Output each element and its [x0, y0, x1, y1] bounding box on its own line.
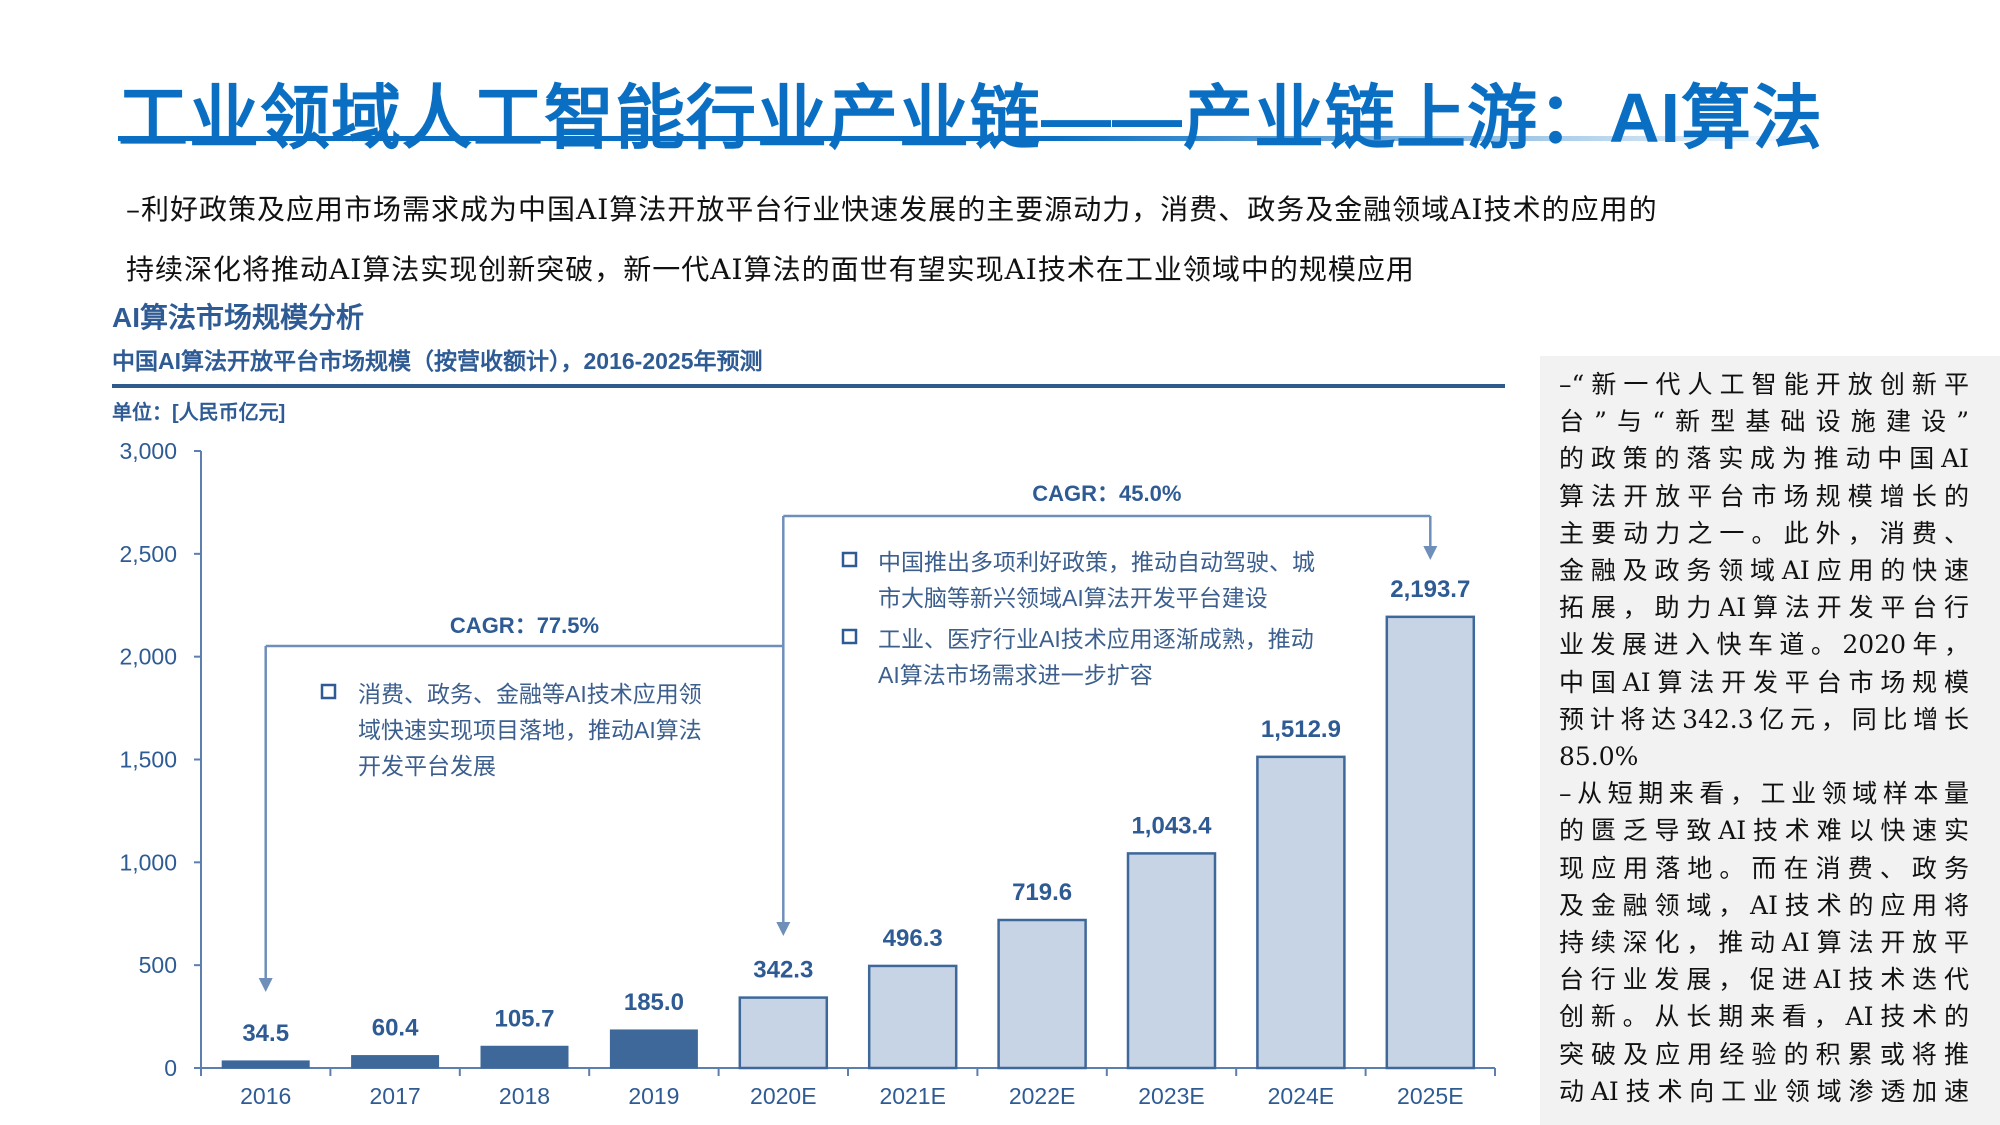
bar-2019 [609, 1029, 698, 1069]
chart-divider [112, 384, 1505, 388]
side-text-line: 动AI技术向工业领域渗透加速 [1559, 1076, 1969, 1106]
cagr-1-arrow-arrowhead-icon [258, 978, 273, 992]
y-tick-label: 500 [139, 952, 177, 978]
side-text-line: –从短期来看，工业领域样本量 [1559, 779, 1969, 809]
data-label: 34.5 [242, 1020, 289, 1047]
data-label: 105.7 [494, 1005, 554, 1032]
annotation-note-line: 中国推出多项利好政策，推动自动驾驶、城 [878, 549, 1315, 575]
cagr-label: CAGR：77.5% [450, 613, 599, 638]
cagr-2-arrow-right-arrowhead-icon [1423, 546, 1438, 560]
y-tick-label: 2,000 [119, 644, 177, 670]
data-label: 719.6 [1012, 879, 1072, 906]
intro-line-2: 持续深化将推动AI算法实现创新突破，新一代AI算法的面世有望实现AI技术在工业领… [126, 253, 1415, 286]
bar-2023E [1126, 852, 1217, 1070]
x-tick-label: 2020E [750, 1083, 817, 1109]
side-text-line: –“新一代人工智能开放创新平 [1559, 370, 1969, 399]
section-title: AI算法市场规模分析 [112, 302, 365, 333]
bullet-checkbox-icon [841, 551, 858, 568]
data-label: 496.3 [883, 925, 943, 952]
data-label: 185.0 [624, 989, 684, 1016]
side-text-line: 台行业发展，促进AI技术迭代 [1559, 965, 1969, 995]
side-text-line: 85.0% [1559, 742, 1639, 771]
side-panel: –“新一代人工智能开放创新平 台”与“新型基础设施建设” 的政策的落实成为推动中国A… [1540, 356, 2000, 1125]
annotation-note-line: 市大脑等新兴领域AI算法开发平台建设 [878, 585, 1268, 611]
side-text-line: 持续深化，推动AI算法开放平 [1559, 928, 1969, 957]
side-text-line: 的匮乏导致AI技术难以快速实 [1559, 816, 1969, 846]
page-title: 工业领域人工智能行业产业链——产业链上游：AI算法 [118, 79, 1823, 157]
side-text-line: 现应用落地。而在消费、政务 [1559, 853, 1969, 883]
side-text-line: 业发展进入快车道。2020年， [1559, 630, 1969, 660]
y-tick-label: 3,000 [119, 438, 177, 464]
chart-unit: 单位：[人民币亿元] [112, 402, 286, 424]
y-tick-label: 1,500 [119, 747, 177, 773]
bullet-checkbox-icon [320, 683, 337, 700]
bar-2018 [480, 1045, 569, 1069]
bar-2021E [867, 964, 958, 1070]
data-label: 1,512.9 [1261, 716, 1341, 743]
bar-2024E [1256, 755, 1346, 1070]
data-label: 60.4 [372, 1015, 419, 1042]
bar-2017 [351, 1055, 440, 1069]
bar-2022E [997, 918, 1087, 1070]
x-tick-label: 2025E [1397, 1083, 1464, 1109]
cagr-label: CAGR：45.0% [1032, 481, 1181, 506]
side-text-line: 主要动力之一。此外，消费、 [1559, 518, 1969, 548]
x-tick-label: 2019 [628, 1083, 679, 1109]
x-tick-label: 2024E [1268, 1083, 1335, 1109]
bar-2025E [1385, 615, 1476, 1070]
side-text-line: 拓展，助力AI算法开发平台行 [1559, 593, 1969, 623]
bar-2016 [221, 1060, 310, 1069]
side-text-line: 的政策的落实成为推动中国AI [1559, 444, 1969, 474]
annotation-note-line: 消费、政务、金融等AI技术应用领 [358, 681, 702, 707]
data-label: 342.3 [753, 957, 813, 984]
side-text-line: 创新。从长期来看，AI技术的 [1559, 1002, 1969, 1032]
x-tick-label: 2018 [499, 1083, 550, 1109]
x-tick-label: 2021E [879, 1083, 946, 1109]
annotation-note-line: 域快速实现项目落地，推动AI算法 [358, 717, 702, 743]
data-label: 1,043.4 [1131, 812, 1212, 839]
title-underline [118, 136, 1818, 141]
side-text-line: 中国AI算法开发平台市场规模 [1559, 667, 1969, 697]
cagr-2-arrow-left-arrowhead-icon [776, 922, 791, 936]
side-text-line: 及金融领域，AI技术的应用将 [1559, 890, 1969, 920]
data-label: 2,193.7 [1390, 576, 1470, 603]
x-tick-label: 2017 [370, 1083, 421, 1109]
x-tick-label: 2023E [1138, 1083, 1205, 1109]
side-text-line: 金融及政务领域AI应用的快速 [1559, 556, 1969, 585]
intro-line-1: –利好政策及应用市场需求成为中国AI算法开放平台行业快速发展的主要源动力，消费、… [126, 193, 1658, 226]
annotation-note-line: 工业、医疗行业AI技术应用逐渐成熟，推动 [878, 626, 1314, 652]
annotation-note-line: 开发平台发展 [358, 753, 496, 779]
bullet-checkbox-icon [841, 628, 858, 645]
annotation-note-line: AI算法市场需求进一步扩容 [878, 662, 1153, 688]
x-tick-label: 2016 [240, 1083, 291, 1109]
side-text-line: 预计将达342.3亿元，同比增长 [1559, 704, 1969, 734]
side-text-line: 突破及应用经验的积累或将推 [1559, 1039, 1969, 1069]
side-text-line: 台”与“新型基础设施建设” [1559, 407, 1969, 437]
side-text-line: 算法开放平台市场规模增长的 [1559, 481, 1969, 511]
x-tick-label: 2022E [1009, 1083, 1076, 1109]
bar-2020E [738, 996, 829, 1070]
y-tick-label: 2,500 [119, 541, 177, 567]
y-tick-label: 0 [164, 1055, 177, 1081]
chart-title: 中国AI算法开放平台市场规模（按营收额计），2016-2025年预测 [112, 348, 763, 374]
y-tick-label: 1,000 [119, 849, 177, 875]
